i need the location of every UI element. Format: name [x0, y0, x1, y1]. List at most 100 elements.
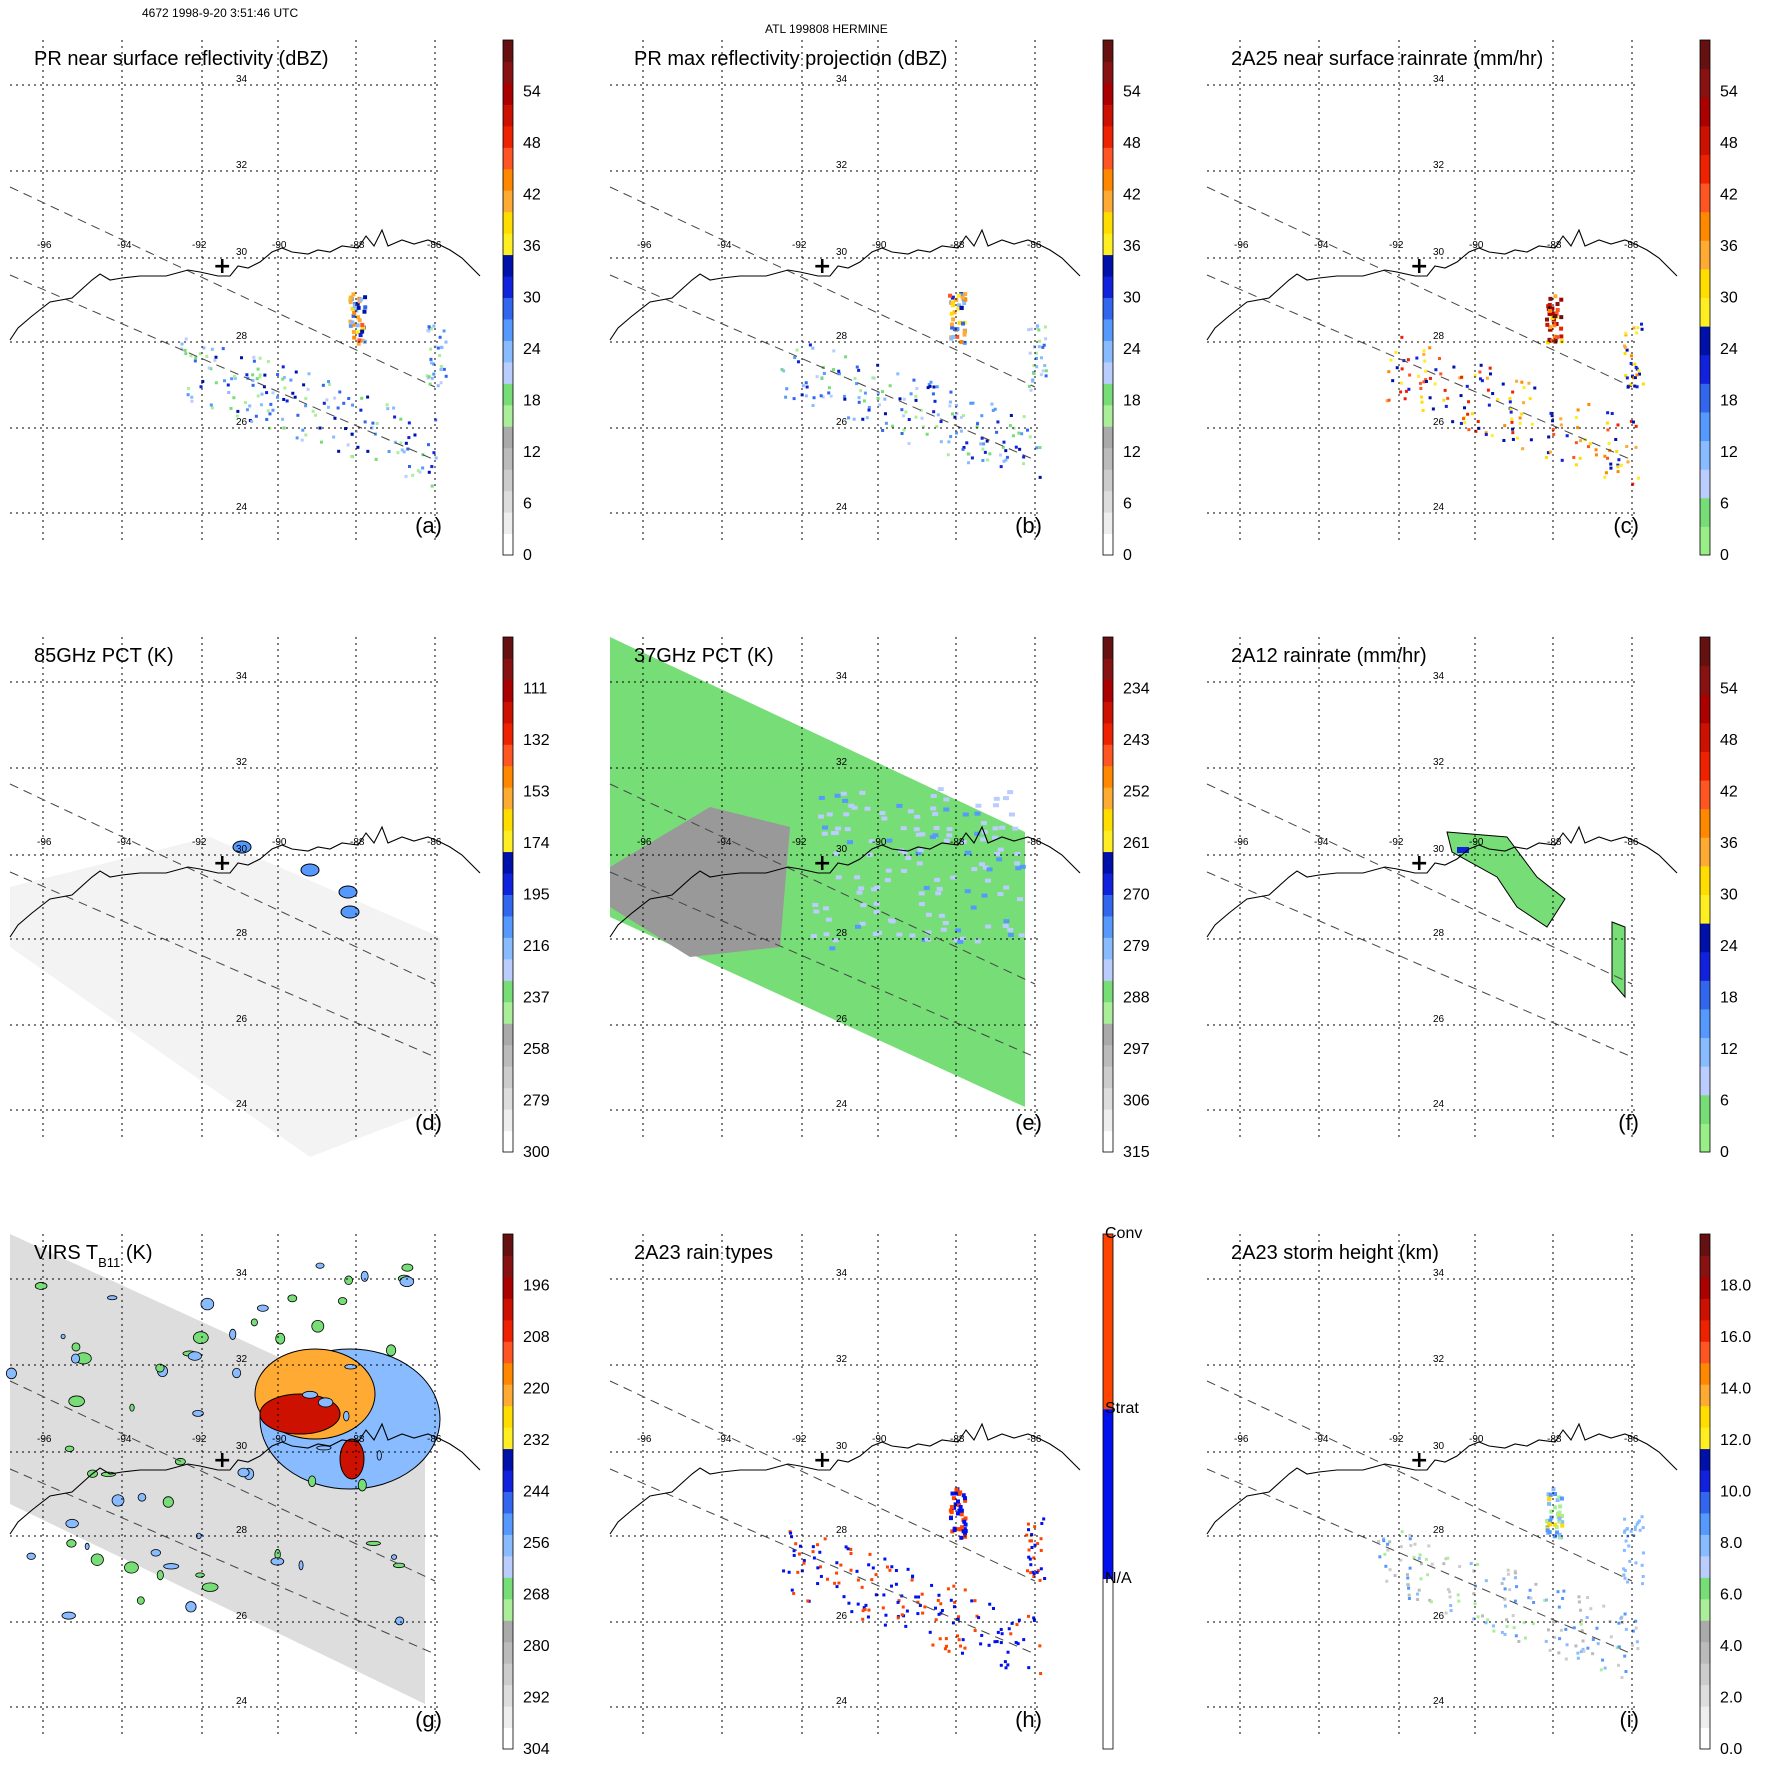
data-pixel [1484, 433, 1488, 437]
data-pixel [943, 807, 950, 812]
colorbar-segment [503, 830, 513, 853]
data-pixel [816, 1543, 820, 1547]
convective-cell [959, 1527, 964, 1532]
data-pixel [1634, 424, 1638, 428]
data-pixel [1547, 435, 1551, 439]
data-pixel [230, 377, 234, 381]
data-pixel [427, 375, 431, 379]
data-pixel [1394, 350, 1398, 354]
data-pixel [855, 1569, 859, 1573]
data-pixel [1635, 373, 1639, 377]
colorbar-segment [1103, 637, 1113, 659]
colorbar-tick: 48 [1720, 135, 1738, 152]
data-pixel [1503, 1604, 1507, 1608]
data-pixel [342, 401, 346, 405]
data-pixel [935, 891, 942, 896]
cloud-cell [337, 1297, 348, 1306]
data-pixel [213, 358, 217, 362]
data-pixel [1624, 1627, 1628, 1631]
convective-cell [1559, 1496, 1564, 1501]
data-pixel [988, 1602, 992, 1606]
data-pixel [1577, 1595, 1581, 1599]
convective-cell [963, 1531, 968, 1536]
data-pixel [975, 425, 979, 429]
data-pixel [1622, 344, 1626, 348]
data-pixel [1505, 1618, 1509, 1622]
coastline [1206, 228, 1678, 341]
data-pixel [1015, 1623, 1019, 1627]
data-pixel [1614, 437, 1618, 441]
data-pixel [258, 373, 262, 377]
convective-cell [1557, 1535, 1562, 1540]
data-pixel [965, 850, 972, 855]
lat-label: 30 [836, 247, 848, 258]
data-pixel [847, 416, 851, 420]
colorbar-segment [1700, 526, 1710, 556]
data-pixel [444, 340, 448, 344]
data-pixel [953, 938, 960, 943]
colorbar-segment [1103, 873, 1113, 895]
data-pixel [808, 343, 812, 347]
data-pixel [227, 390, 231, 394]
data-pixel [1001, 445, 1005, 449]
data-pixel [992, 835, 999, 840]
data-pixel [1523, 1636, 1527, 1640]
data-pixel [867, 408, 871, 412]
cloud-cell [192, 1409, 204, 1417]
convective-cell [963, 1498, 968, 1503]
data-pixel [413, 433, 417, 437]
data-pixel [790, 1588, 794, 1592]
data-pixel [873, 910, 880, 915]
data-pixel [221, 347, 225, 351]
cloud-cell [200, 1297, 215, 1311]
colorbar-segment [1700, 1123, 1710, 1153]
colorbar-segment [503, 469, 513, 492]
data-pixel [214, 355, 218, 359]
data-pixel [1032, 1572, 1036, 1576]
data-pixel [946, 1587, 950, 1591]
colorbar-segment [1103, 469, 1113, 492]
colorbar-tick: 12 [1720, 444, 1738, 461]
data-pixel [1607, 442, 1611, 446]
data-pixel [914, 398, 918, 402]
colorbar-segment [1700, 154, 1710, 184]
data-pixel [1476, 420, 1480, 424]
cloud-cell [298, 1560, 304, 1571]
data-pixel [1576, 408, 1580, 412]
lat-label: 32 [1433, 1354, 1445, 1365]
data-pixel [1640, 1515, 1644, 1519]
data-pixel [347, 396, 351, 400]
data-pixel [1503, 1632, 1507, 1636]
data-pixel [842, 394, 846, 398]
lat-label: 28 [836, 1525, 848, 1536]
colorbar-segment [1103, 297, 1113, 320]
data-pixel [1386, 1548, 1390, 1552]
data-pixel [1439, 372, 1443, 376]
colorbar-segment [1103, 276, 1113, 298]
data-pixel [1444, 404, 1448, 408]
data-pixel [1039, 1672, 1043, 1676]
data-pixel [1623, 1569, 1627, 1573]
convective-cell [1559, 315, 1564, 320]
colorbar-segment [1103, 254, 1113, 277]
data-pixel [982, 442, 986, 446]
cloud-cell [376, 1450, 382, 1461]
data-pixel [1028, 1539, 1032, 1543]
convective-cell [1545, 317, 1550, 322]
lon-label: -96 [37, 240, 52, 251]
colorbar-segment [1700, 1577, 1710, 1600]
colorbar-tick: 48 [523, 135, 541, 152]
colorbar-segment [503, 894, 513, 917]
data-pixel [1416, 1592, 1420, 1596]
data-pixel [832, 349, 836, 353]
lon-label: -86 [1624, 837, 1639, 848]
data-pixel [1574, 416, 1578, 420]
cloud-cell [201, 1582, 219, 1592]
lon-label: -92 [792, 1434, 807, 1445]
colorbar-tick: 36 [1123, 238, 1141, 255]
data-pixel [338, 390, 342, 394]
colorbar-frame [1699, 1233, 1711, 1750]
convective-cell [1553, 1492, 1558, 1497]
colorbar-segment [503, 958, 513, 981]
data-pixel [1503, 1587, 1507, 1591]
